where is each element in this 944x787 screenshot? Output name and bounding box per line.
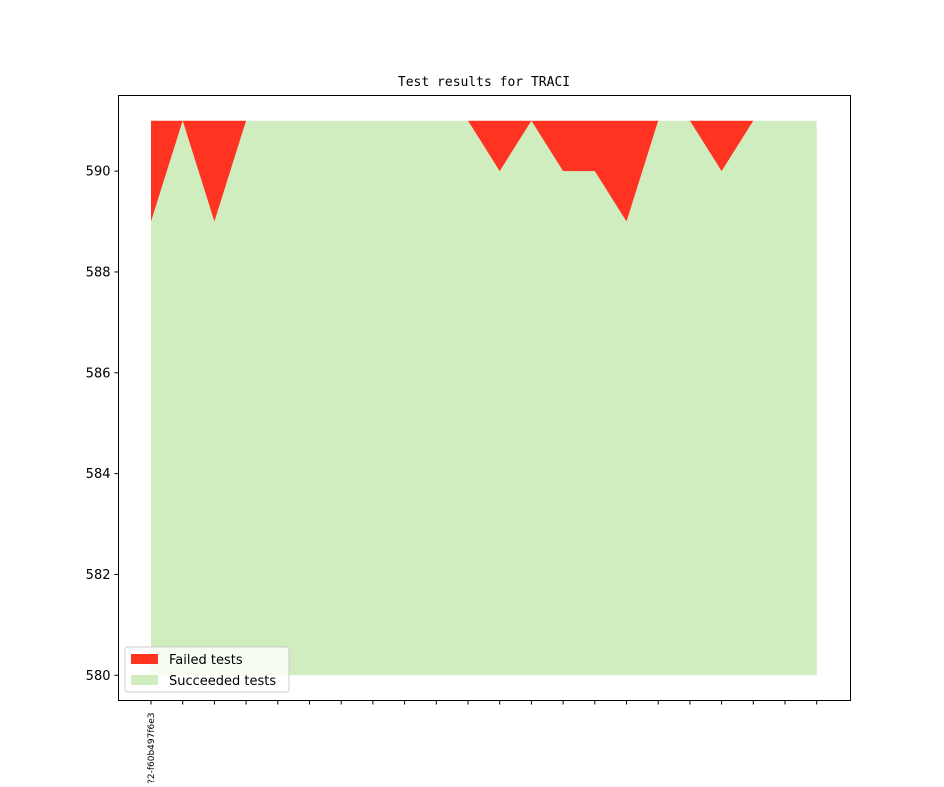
y-tick-label: 590 (86, 165, 111, 180)
y-tick-label: 584 (86, 467, 111, 482)
plot-area (151, 120, 817, 676)
legend-label: Succeeded tests (169, 674, 276, 689)
y-tick-label: 588 (86, 265, 111, 280)
y-tick-label: 580 (86, 669, 111, 684)
x-axis: ?2-f60b497f6e3 (147, 700, 818, 784)
failed-tests-area (151, 120, 817, 222)
x-tick-label: ?2-f60b497f6e3 (147, 713, 157, 784)
y-axis: 580 582 584 586 588 590 (86, 165, 119, 684)
succeeded-tests-area (151, 120, 817, 676)
y-tick-label: 586 (86, 366, 111, 381)
legend-label: Failed tests (169, 653, 243, 668)
axes-frame (118, 95, 851, 701)
legend: Failed tests Succeeded tests (124, 646, 290, 693)
y-tick-label: 582 (86, 568, 111, 583)
legend-swatch (131, 675, 158, 685)
chart-title: Test results for TRACI (398, 75, 570, 90)
legend-swatch (131, 654, 158, 664)
legend-box (124, 646, 290, 693)
